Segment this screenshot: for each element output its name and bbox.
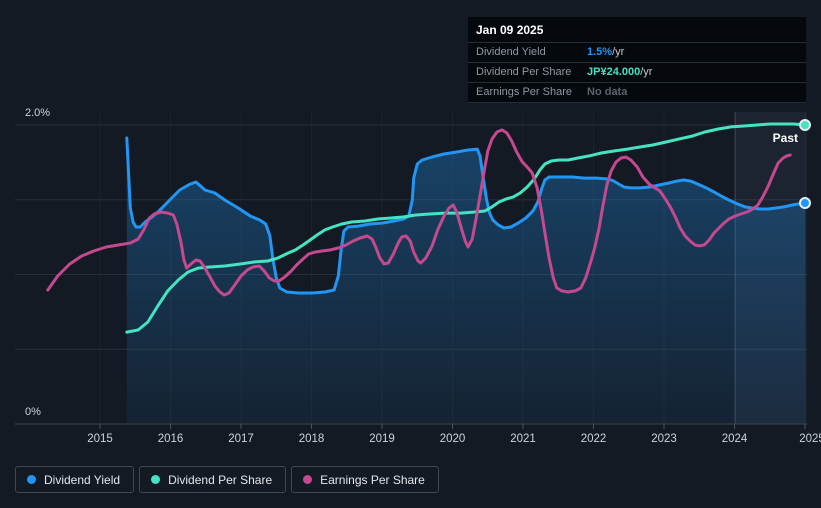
legend-dot-icon xyxy=(151,475,161,484)
x-axis-label: 2025 xyxy=(799,433,821,445)
past-label: Past xyxy=(772,131,798,145)
x-axis-label: 2020 xyxy=(439,433,466,445)
chart-tooltip: Jan 09 2025 Dividend Yield 1.5% /yr Divide… xyxy=(468,17,806,103)
x-axis-label: 2021 xyxy=(510,433,536,445)
tooltip-row-label: Dividend Per Share xyxy=(476,66,572,78)
dividend-yield-line[interactable] xyxy=(125,136,807,295)
legend-label: Dividend Yield xyxy=(44,472,121,487)
x-axis-label: 2024 xyxy=(721,433,748,445)
legend-label: Dividend Per Share xyxy=(168,472,273,487)
legend-item-dividend-per-share[interactable]: Dividend Per Share xyxy=(139,466,287,493)
tooltip-row-value: No data xyxy=(587,86,628,98)
legend-dot-icon xyxy=(27,475,36,484)
tooltip-row-value: JP¥24.000 xyxy=(587,66,641,78)
legend-item-earnings-per-share[interactable]: Earnings Per Share xyxy=(291,466,439,493)
tooltip-row-suffix: /yr xyxy=(640,66,653,78)
dividend-yield-area xyxy=(126,138,806,424)
tooltip-rows: Dividend Yield 1.5% /yr Dividend Per Share… xyxy=(468,42,806,102)
tooltip-row-suffix: /yr xyxy=(612,46,625,58)
tooltip-date: Jan 09 2025 xyxy=(476,23,544,37)
dividend-per-share-end-dot[interactable] xyxy=(799,119,811,131)
tooltip-row: Dividend Per Share JP¥24.000 /yr xyxy=(468,62,806,82)
legend-item-dividend-yield[interactable]: Dividend Yield xyxy=(15,466,135,493)
x-axis-label: 2018 xyxy=(298,433,325,445)
legend-dot-icon xyxy=(303,475,313,484)
tooltip-row: Dividend Yield 1.5% /yr xyxy=(468,42,806,62)
tooltip-row: Earnings Per Share No data xyxy=(468,82,806,102)
earnings-per-share-line[interactable] xyxy=(46,128,792,297)
chart-legend: Dividend Yield Dividend Per Share Earnings… xyxy=(15,466,439,493)
y-axis-label-bottom: 0% xyxy=(25,406,41,418)
dividend-yield-end-dot[interactable] xyxy=(799,197,811,210)
tooltip-row-value: 1.5% xyxy=(587,46,613,58)
x-axis-label: 2016 xyxy=(157,433,184,445)
x-axis-label: 2017 xyxy=(228,433,254,445)
tooltip-row-label: Earnings Per Share xyxy=(476,86,572,98)
tooltip-row-label: Dividend Yield xyxy=(476,46,546,58)
dividend-per-share-line[interactable] xyxy=(125,122,807,334)
x-axis-label: 2015 xyxy=(87,433,113,445)
x-axis-label: 2022 xyxy=(580,433,607,445)
x-axis-label: 2019 xyxy=(369,433,395,445)
y-axis-label-top: 2.0% xyxy=(25,107,51,119)
x-axis-label: 2023 xyxy=(651,433,677,445)
legend-label: Earnings Per Share xyxy=(320,472,425,487)
